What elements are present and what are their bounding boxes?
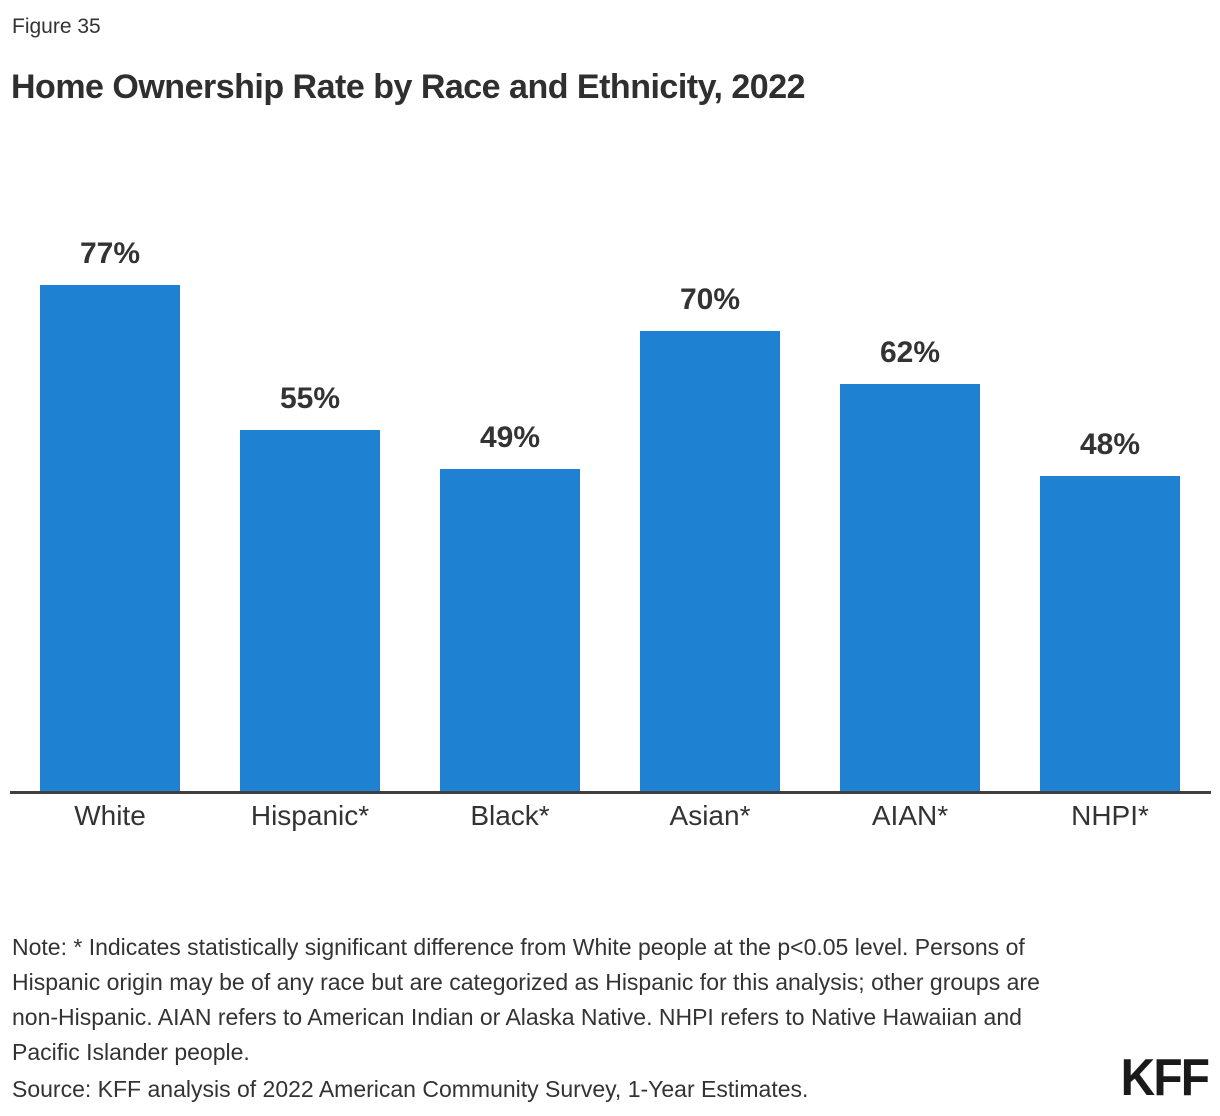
x-axis-label-nhpi: NHPI* xyxy=(1071,800,1149,831)
x-axis-label-white: White xyxy=(74,800,146,831)
figure-label: Figure 35 xyxy=(12,15,101,38)
page-title: Home Ownership Rate by Race and Ethnicit… xyxy=(11,68,806,106)
bar-value-label: 48% xyxy=(1079,428,1141,461)
bar-nhpi xyxy=(1040,476,1180,791)
bar-value-label: 55% xyxy=(279,382,341,415)
x-axis-label-black: Black* xyxy=(470,800,550,831)
bar-black xyxy=(440,469,580,791)
bar-aian xyxy=(840,384,980,791)
x-axis-label-asian: Asian* xyxy=(669,800,751,831)
x-axis-labels: White Hispanic* Black* Asian* AIAN* NHPI* xyxy=(0,800,1220,844)
bar-chart: 77% 55% 49% 70% 62% 48% xyxy=(0,220,1220,794)
kff-logo: KFF xyxy=(1120,1049,1210,1107)
bar-value-label: 77% xyxy=(79,237,141,270)
x-axis-label-aian: AIAN* xyxy=(871,800,949,831)
bar-asian xyxy=(640,331,780,791)
bar-value-label: 62% xyxy=(879,336,941,369)
bar-value-label: 49% xyxy=(479,421,541,454)
x-axis-line xyxy=(10,791,1211,794)
bar-value-label: 70% xyxy=(679,283,741,316)
bar-white xyxy=(40,285,180,791)
note-text: Note: * Indicates statistically signific… xyxy=(12,934,1040,1065)
bar-hispanic xyxy=(240,430,380,791)
source-text: Source: KFF analysis of 2022 American Co… xyxy=(12,1076,809,1102)
x-axis-label-hispanic: Hispanic* xyxy=(250,800,370,831)
